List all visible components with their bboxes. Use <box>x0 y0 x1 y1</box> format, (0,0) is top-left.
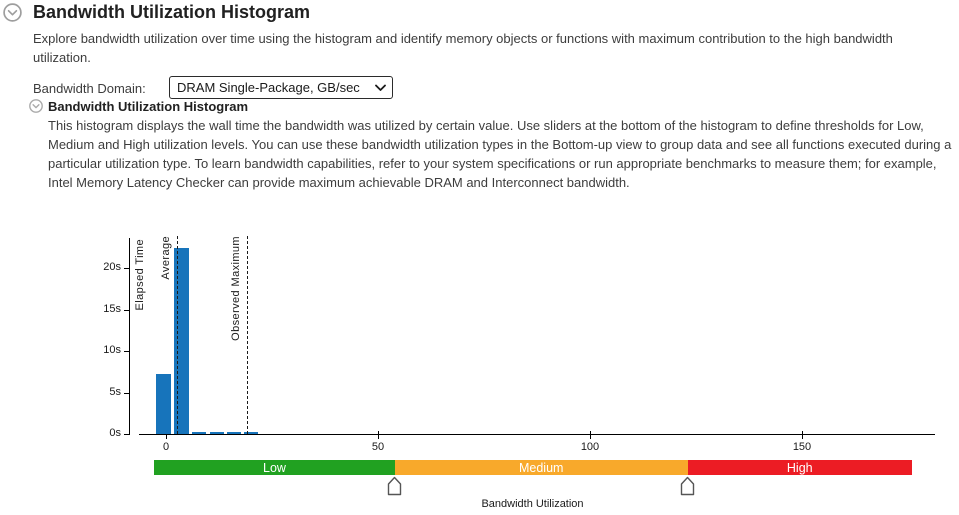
y-tick <box>124 309 129 311</box>
histogram-bar <box>209 431 224 434</box>
section-description: This histogram displays the wall time th… <box>48 118 952 190</box>
y-tick <box>124 434 129 435</box>
y-axis-title: Elapsed Time <box>134 239 146 311</box>
page-description: Explore bandwidth utilization over time … <box>33 31 893 65</box>
y-tick <box>124 351 129 353</box>
y-tick <box>124 268 129 270</box>
marker-label: Observed Maximum <box>229 236 242 341</box>
marker-line <box>177 236 179 434</box>
histogram-bar <box>227 431 242 434</box>
x-tick <box>378 431 379 439</box>
threshold-slider-handle[interactable] <box>680 476 695 496</box>
bandwidth-domain-value: DRAM Single-Package, GB/sec <box>177 80 360 95</box>
page-title: Bandwidth Utilization Histogram <box>33 2 310 22</box>
x-tick-label: 100 <box>580 441 600 453</box>
x-axis-title: Bandwidth Utilization <box>481 498 584 510</box>
histogram-bar <box>191 431 207 434</box>
marker-line <box>246 236 248 434</box>
bandwidth-domain-label: Bandwidth Domain: <box>33 81 146 96</box>
x-tick-label: 150 <box>792 441 812 453</box>
x-tick <box>166 431 167 439</box>
utilization-zone-medium: Medium <box>394 460 688 475</box>
collapse-chevron-icon[interactable] <box>29 99 43 113</box>
histogram-bar <box>244 431 259 434</box>
collapse-chevron-icon[interactable] <box>3 3 22 22</box>
chevron-down-icon <box>375 84 386 91</box>
threshold-slider-handle[interactable] <box>387 476 402 496</box>
x-tick-label: 0 <box>162 441 170 453</box>
section-title: Bandwidth Utilization Histogram <box>48 99 249 114</box>
x-tick <box>802 431 803 439</box>
y-tick-label: 15s <box>103 302 121 315</box>
x-tick-label: 50 <box>371 441 385 453</box>
y-tick <box>124 392 129 394</box>
marker-label: Average <box>160 236 173 280</box>
y-tick-label: 10s <box>103 344 121 357</box>
utilization-zone-low: Low <box>154 460 395 475</box>
x-tick <box>590 431 591 439</box>
histogram-bar <box>156 373 172 434</box>
utilization-zone-high: High <box>687 460 912 475</box>
y-axis <box>129 238 130 435</box>
y-tick-label: 20s <box>103 261 121 274</box>
y-tick-label: 5s <box>109 385 121 398</box>
bandwidth-domain-select[interactable]: DRAM Single-Package, GB/sec <box>169 76 393 99</box>
x-axis <box>139 434 935 435</box>
y-tick-label: 0s <box>109 427 121 439</box>
